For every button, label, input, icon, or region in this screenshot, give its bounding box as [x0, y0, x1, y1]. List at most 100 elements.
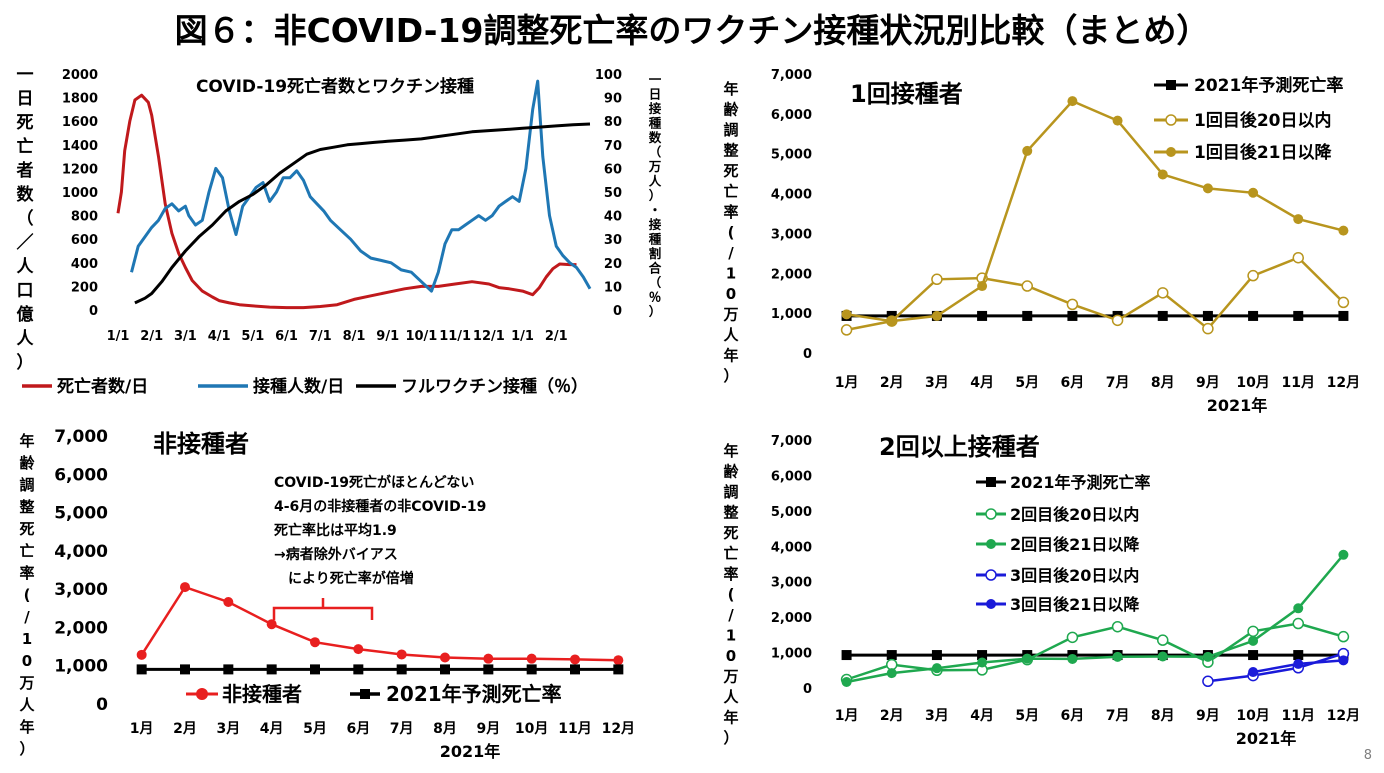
data-point-2: [1202, 183, 1213, 194]
data-point-0: [1248, 650, 1259, 661]
x-tick-label: 2月: [880, 375, 904, 391]
y-axis-title-char: 年: [19, 718, 34, 736]
y-right-tick-label: 100: [595, 68, 622, 83]
page-number: 8: [1363, 748, 1372, 763]
x-tick-label: 8月: [1151, 708, 1175, 724]
data-point-0: [440, 652, 450, 663]
y-axis-title-char: 率: [723, 565, 738, 583]
data-point-1: [526, 664, 537, 675]
y-tick-label: 1,000: [771, 647, 812, 662]
y-axis-title-char: 調: [723, 121, 738, 139]
x-tick-label: 10/1: [405, 329, 437, 344]
x-axis-title: 2021年: [1236, 729, 1297, 748]
chart-title: 2回以上接種者: [879, 433, 1040, 461]
legend-marker: [1166, 80, 1176, 90]
x-tick-label: 1月: [835, 375, 859, 391]
series-line-2: [846, 99, 1344, 323]
annotation-line: 4-6月の非接種者の非COVID-19: [274, 498, 486, 515]
x-tick-label: 9月: [476, 721, 500, 737]
y-right-axis-title-char: 割: [649, 246, 662, 261]
y-right-axis-title-char: 万: [648, 159, 662, 174]
y-axis-title-char: 年: [19, 432, 34, 450]
data-point-0: [136, 649, 147, 660]
data-point-0: [266, 619, 277, 630]
legend-label: 死亡者数/日: [57, 376, 148, 397]
y-left-tick-label: 800: [71, 210, 98, 225]
y-right-axis-title-char: 人: [649, 174, 662, 189]
y-axis-title-char: 0: [726, 647, 736, 665]
data-point-2: [841, 676, 852, 687]
annotation-bracket: [272, 598, 374, 620]
y-left-axis-title-char: 日: [17, 89, 34, 109]
x-tick-label: 2/1: [545, 329, 568, 344]
y-left-axis-title-char: 億: [17, 304, 34, 325]
y-right-axis-title-char: ％: [649, 290, 662, 305]
y-right-tick-label: 40: [604, 210, 622, 225]
y-tick-label: 5,000: [771, 505, 812, 520]
legend-label: フルワクチン接種（％）: [401, 376, 588, 397]
data-point-1: [1111, 620, 1124, 633]
x-axis-title: 2021年: [440, 742, 501, 761]
y-left-axis-title-char: 亡: [17, 136, 34, 157]
x-tick-label: 1/1: [511, 329, 534, 344]
data-point-1: [1111, 314, 1124, 327]
series-line-2: [846, 553, 1345, 684]
y-left-tick-label: 1800: [62, 92, 98, 107]
x-tick-label: 12月: [1327, 375, 1360, 391]
data-point-4: [1338, 655, 1349, 666]
x-tick-label: 1/1: [107, 329, 130, 344]
y-tick-label: 3,000: [771, 227, 812, 242]
data-point-3: [1202, 675, 1214, 688]
y-left-tick-label: 400: [71, 257, 98, 272]
legend-marker: [985, 569, 997, 581]
y-axis-title-char: 齢: [19, 454, 35, 472]
y-tick-label: 7,000: [54, 427, 108, 447]
y-tick-label: 0: [803, 682, 812, 697]
data-point-0: [396, 649, 407, 660]
legend-label: 3回目後21日以降: [1010, 595, 1140, 614]
x-axis-title: 2021年: [1207, 396, 1268, 415]
unvaccinated-chart: 0 1,000 2,000 3,000 4,000 5,000 6,000 7,000 1月 2月…: [18, 427, 635, 761]
y-tick-label: 4,000: [771, 188, 812, 203]
y-left-axis-title-char: 者: [16, 160, 34, 181]
x-tick-label: 10月: [1236, 375, 1269, 391]
data-point-0: [1022, 310, 1033, 321]
data-point-2: [1248, 635, 1259, 646]
x-tick-label: 7/1: [309, 329, 332, 344]
y-left-axis-title-char: （: [17, 208, 34, 229]
data-point-0: [483, 653, 494, 664]
y-axis-title-char: 率: [723, 203, 738, 221]
data-point-0: [931, 650, 942, 661]
legend-label: 非接種者: [222, 682, 302, 706]
data-point-0: [977, 310, 988, 321]
data-point-4: [1248, 667, 1259, 678]
data-point-2: [1293, 214, 1304, 225]
series-line-3: [1207, 652, 1344, 683]
two-plus-doses-chart: 0 1,000 2,000 3,000 4,000 5,000 6,000 7,000 1月 2月…: [722, 433, 1360, 748]
data-point-0: [1157, 310, 1168, 321]
x-tick-label: 2月: [173, 721, 197, 737]
x-tick-label: 12月: [1327, 708, 1360, 724]
x-tick-label: 11/1: [439, 329, 471, 344]
y-axis-title-char: 死: [19, 520, 34, 538]
chart-title: COVID-19死亡者数とワクチン接種: [196, 76, 474, 97]
y-axis-title-char: (: [728, 224, 735, 242]
legend-marker: [986, 477, 996, 487]
data-point-0: [1338, 310, 1349, 321]
x-tick-label: 6/1: [275, 329, 298, 344]
data-point-1: [353, 664, 364, 675]
data-point-2: [931, 310, 942, 321]
data-point-2: [1157, 169, 1168, 180]
y-right-axis-title-char: 合: [649, 261, 662, 276]
y-axis-title-char: 年: [723, 347, 738, 365]
data-point-0: [310, 637, 320, 648]
y-right-tick-label: 30: [604, 233, 622, 248]
series-line-1: [130, 79, 592, 293]
data-point-2: [1022, 145, 1033, 156]
data-point-0: [977, 650, 988, 661]
y-axis-title-char: 死: [723, 524, 738, 542]
y-tick-label: 2,000: [54, 618, 108, 638]
y-tick-label: 0: [96, 695, 108, 715]
y-axis-title-char: 整: [723, 142, 738, 160]
